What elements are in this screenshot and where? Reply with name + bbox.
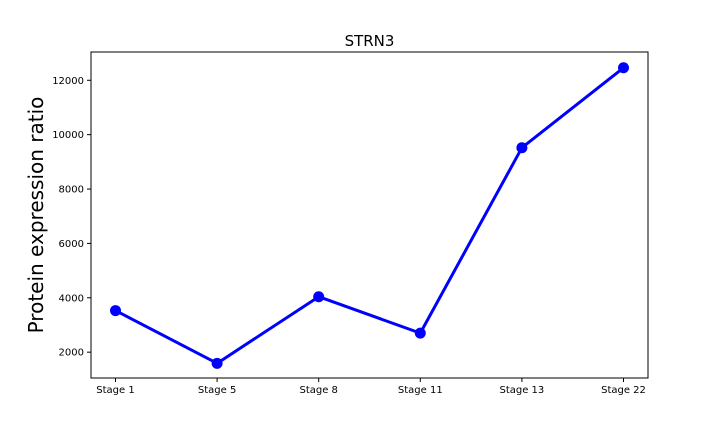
y-tick-label: 8000 xyxy=(59,185,84,196)
x-tick-label: Stage 8 xyxy=(299,385,337,396)
y-tick-label: 12000 xyxy=(52,76,84,87)
x-tick-label: Stage 5 xyxy=(198,385,236,396)
y-axis-label: Protein expression ratio xyxy=(24,97,48,334)
y-tick-label: 10000 xyxy=(52,130,84,141)
y-axis-ticks: 2000 4000 6000 8000 10000 12000 xyxy=(52,76,91,359)
x-tick-label: Stage 22 xyxy=(601,385,646,396)
y-tick-label: 4000 xyxy=(59,293,84,304)
data-point xyxy=(110,305,121,317)
x-tick-label: Stage 1 xyxy=(96,385,134,396)
x-tick-label: Stage 11 xyxy=(398,385,443,396)
data-point xyxy=(211,357,223,369)
data-point xyxy=(414,327,426,339)
data-point xyxy=(618,62,629,74)
plot-area-frame xyxy=(90,51,649,379)
x-tick-label: Stage 13 xyxy=(499,385,544,396)
series-layer xyxy=(110,62,629,369)
y-tick-label: 2000 xyxy=(59,348,84,359)
data-point xyxy=(313,291,325,303)
data-point xyxy=(516,142,528,154)
x-axis-ticks: Stage 1 Stage 5 Stage 8 Stage 11 Stage 13 Sta… xyxy=(96,378,646,396)
chart-title: STRN3 xyxy=(345,32,395,50)
series-line xyxy=(114,66,625,365)
y-tick-label: 6000 xyxy=(59,239,84,250)
